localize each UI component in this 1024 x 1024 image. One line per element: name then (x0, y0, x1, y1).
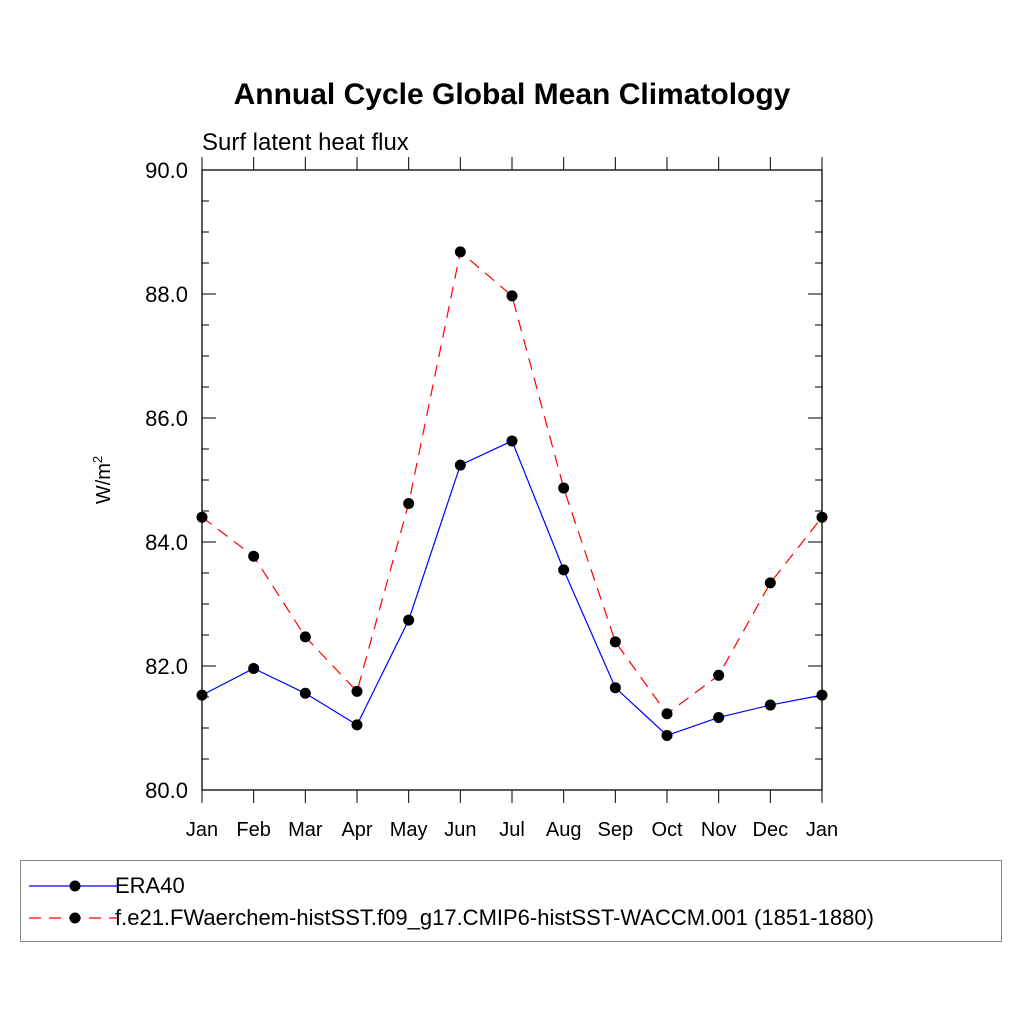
x-tick-label: May (390, 819, 428, 841)
y-tick-label: 86.0 (145, 406, 188, 431)
y-tick-label: 88.0 (145, 282, 188, 307)
data-point-model-7 (558, 482, 570, 494)
data-point-era40-0 (196, 689, 208, 701)
legend-label-era40: ERA40 (115, 873, 185, 898)
legend-swatch-model (29, 912, 119, 924)
data-point-model-12 (816, 511, 828, 523)
y-tick-label: 90.0 (145, 158, 188, 183)
data-point-model-5 (454, 246, 466, 258)
data-point-era40-6 (506, 435, 518, 447)
data-point-era40-3 (351, 719, 363, 731)
legend-item-model: f.e21.FWaerchem-histSST.f09_g17.CMIP6-hi… (21, 903, 1001, 933)
data-point-era40-4 (403, 614, 415, 626)
chart-title: Annual Cycle Global Mean Climatology (234, 78, 791, 111)
legend-label-model: f.e21.FWaerchem-histSST.f09_g17.CMIP6-hi… (115, 905, 874, 930)
x-tick-label: Jan (186, 819, 218, 841)
x-tick-label: Sep (598, 819, 634, 841)
legend-item-era40: ERA40 (21, 871, 1001, 901)
legend: ERA40 f.e21.FWaerchem-histSST.f09_g17.CM… (20, 860, 1002, 942)
y-tick-label: 80.0 (145, 778, 188, 803)
data-point-model-4 (403, 498, 415, 510)
data-point-era40-7 (558, 564, 570, 576)
x-tick-label: Jul (499, 819, 525, 841)
data-point-model-8 (609, 636, 621, 648)
legend-swatch-era40 (29, 880, 119, 892)
x-tick-label: Mar (288, 819, 323, 841)
data-point-model-6 (506, 290, 518, 302)
x-tick-label: Jun (444, 819, 476, 841)
chart-svg: Annual Cycle Global Mean Climatology Sur… (90, 78, 838, 841)
data-point-era40-10 (713, 711, 725, 723)
series-layer (196, 246, 828, 741)
x-tick-label: Jan (806, 819, 838, 841)
y-tick-label: 84.0 (145, 530, 188, 555)
x-tick-label: Aug (546, 819, 582, 841)
data-point-era40-1 (248, 662, 260, 674)
plot-axes: 80.0 82.0 84.0 86.0 88.0 90.0 Jan Feb Mar Apr May J… (145, 157, 838, 841)
data-point-model-3 (351, 685, 363, 697)
x-tick-label: Nov (701, 819, 737, 841)
x-tick-label: Feb (236, 819, 270, 841)
data-point-era40-12 (816, 689, 828, 701)
data-point-era40-8 (609, 682, 621, 694)
y-tick-label: 82.0 (145, 654, 188, 679)
series-line-era40 (201, 440, 823, 737)
data-point-model-10 (713, 669, 725, 681)
x-tick-label: Apr (341, 819, 372, 841)
x-tick-label: Oct (651, 819, 683, 841)
data-point-model-2 (299, 631, 311, 643)
data-point-model-1 (248, 550, 260, 562)
y-axis-label: W/m2 (90, 456, 115, 504)
data-point-model-0 (196, 511, 208, 523)
series-line-model (201, 250, 823, 715)
chart-subtitle: Surf latent heat flux (202, 129, 409, 156)
x-tick-label: Dec (753, 819, 789, 841)
data-point-era40-2 (299, 687, 311, 699)
data-point-model-9 (661, 708, 673, 720)
plot-frame (201, 169, 823, 791)
data-point-era40-9 (661, 729, 673, 741)
data-point-era40-5 (454, 459, 466, 471)
data-point-era40-11 (764, 699, 776, 711)
data-point-model-11 (764, 577, 776, 589)
